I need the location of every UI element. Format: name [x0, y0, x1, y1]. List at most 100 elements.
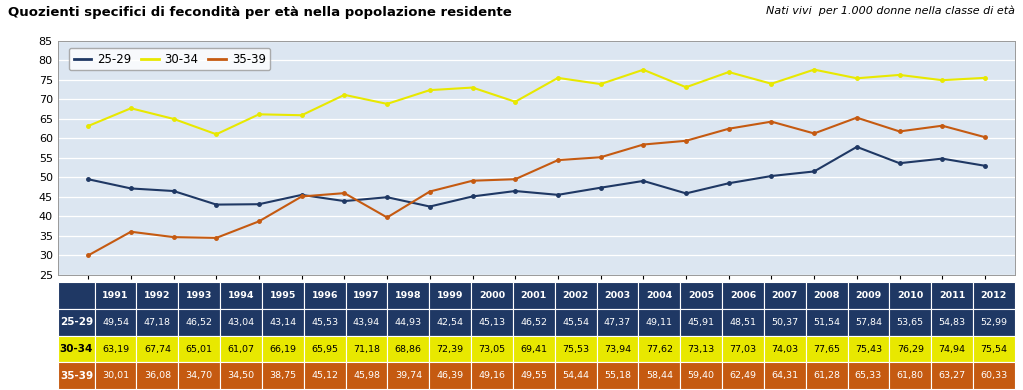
- Text: 45,91: 45,91: [687, 318, 715, 327]
- Text: Quozienti specifici di fecondità per età nella popolazione residente: Quozienti specifici di fecondità per età…: [8, 6, 512, 19]
- Bar: [304, 335, 346, 362]
- Bar: [764, 362, 806, 389]
- Bar: [931, 335, 973, 362]
- Bar: [973, 309, 1015, 335]
- Text: 36,08: 36,08: [144, 371, 171, 380]
- Bar: [471, 309, 513, 335]
- Text: 39,74: 39,74: [395, 371, 421, 380]
- Text: 2007: 2007: [771, 291, 798, 300]
- Bar: [346, 335, 388, 362]
- Text: 65,33: 65,33: [855, 371, 882, 380]
- Bar: [304, 282, 346, 309]
- Text: 49,55: 49,55: [521, 371, 547, 380]
- Bar: [764, 282, 806, 309]
- Bar: [554, 362, 596, 389]
- Bar: [889, 309, 931, 335]
- Bar: [847, 362, 889, 389]
- Bar: [931, 309, 973, 335]
- Bar: [58, 282, 95, 309]
- Bar: [430, 335, 471, 362]
- Bar: [806, 282, 847, 309]
- Bar: [58, 335, 95, 362]
- Text: 74,94: 74,94: [938, 344, 966, 353]
- Bar: [136, 282, 178, 309]
- Text: 2011: 2011: [939, 291, 966, 300]
- Bar: [973, 335, 1015, 362]
- Text: 2000: 2000: [479, 291, 505, 300]
- Bar: [388, 282, 430, 309]
- Bar: [847, 335, 889, 362]
- Text: 45,54: 45,54: [563, 318, 589, 327]
- Text: 2009: 2009: [855, 291, 882, 300]
- Text: 74,03: 74,03: [771, 344, 798, 353]
- Bar: [722, 282, 764, 309]
- Text: 73,05: 73,05: [479, 344, 505, 353]
- Bar: [596, 362, 638, 389]
- Text: 2005: 2005: [688, 291, 714, 300]
- Bar: [554, 335, 596, 362]
- Text: 45,53: 45,53: [311, 318, 339, 327]
- Bar: [136, 362, 178, 389]
- Bar: [889, 282, 931, 309]
- Text: 42,54: 42,54: [437, 318, 463, 327]
- Bar: [346, 362, 388, 389]
- Bar: [638, 309, 680, 335]
- Text: 48,51: 48,51: [729, 318, 756, 327]
- Bar: [430, 309, 471, 335]
- Text: 49,54: 49,54: [102, 318, 129, 327]
- Bar: [262, 362, 304, 389]
- Bar: [95, 309, 136, 335]
- Text: 59,40: 59,40: [687, 371, 715, 380]
- Bar: [806, 335, 847, 362]
- Text: 49,11: 49,11: [646, 318, 673, 327]
- Bar: [220, 282, 262, 309]
- Bar: [847, 282, 889, 309]
- Text: 51,54: 51,54: [813, 318, 840, 327]
- Text: 63,27: 63,27: [938, 371, 966, 380]
- Text: 1996: 1996: [311, 291, 338, 300]
- Bar: [680, 335, 722, 362]
- Text: 1992: 1992: [144, 291, 171, 300]
- Bar: [513, 309, 554, 335]
- Text: 77,03: 77,03: [729, 344, 757, 353]
- Bar: [262, 309, 304, 335]
- Text: 61,07: 61,07: [227, 344, 255, 353]
- Text: 2006: 2006: [729, 291, 756, 300]
- Text: 60,33: 60,33: [980, 371, 1008, 380]
- Text: 47,37: 47,37: [604, 318, 631, 327]
- Bar: [178, 309, 220, 335]
- Bar: [471, 362, 513, 389]
- Bar: [596, 335, 638, 362]
- Bar: [513, 335, 554, 362]
- Text: 50,37: 50,37: [771, 318, 798, 327]
- Text: 53,65: 53,65: [897, 318, 924, 327]
- Text: 75,54: 75,54: [980, 344, 1008, 353]
- Text: Nati vivi  per 1.000 donne nella classe di età: Nati vivi per 1.000 donne nella classe d…: [766, 6, 1015, 16]
- Bar: [220, 362, 262, 389]
- Text: 34,50: 34,50: [227, 371, 255, 380]
- Bar: [388, 309, 430, 335]
- Text: 76,29: 76,29: [897, 344, 924, 353]
- Text: 73,13: 73,13: [687, 344, 715, 353]
- Text: 75,53: 75,53: [562, 344, 589, 353]
- Bar: [680, 282, 722, 309]
- Bar: [847, 309, 889, 335]
- Bar: [388, 335, 430, 362]
- Text: 1993: 1993: [186, 291, 213, 300]
- Bar: [346, 309, 388, 335]
- Text: 61,28: 61,28: [813, 371, 840, 380]
- Bar: [554, 282, 596, 309]
- Text: 1997: 1997: [353, 291, 380, 300]
- Bar: [889, 335, 931, 362]
- Bar: [178, 282, 220, 309]
- Text: 45,13: 45,13: [479, 318, 505, 327]
- Text: 2004: 2004: [647, 291, 672, 300]
- Text: 2003: 2003: [605, 291, 630, 300]
- Text: 64,31: 64,31: [771, 371, 798, 380]
- Text: 69,41: 69,41: [521, 344, 547, 353]
- Text: 75,43: 75,43: [855, 344, 882, 353]
- Text: 55,18: 55,18: [604, 371, 631, 380]
- Bar: [680, 309, 722, 335]
- Bar: [596, 309, 638, 335]
- Bar: [58, 309, 95, 335]
